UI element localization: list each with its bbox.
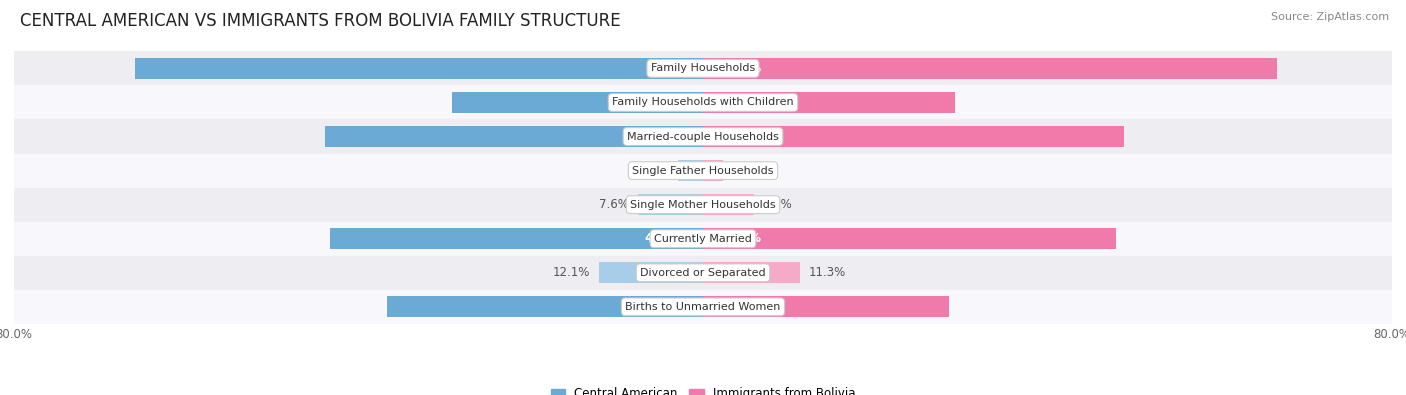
Bar [703,92,955,113]
Text: 2.3%: 2.3% [731,164,761,177]
Bar [14,290,1392,324]
Bar [14,154,1392,188]
Bar [599,262,703,283]
Text: Births to Unmarried Women: Births to Unmarried Women [626,302,780,312]
Text: 29.3%: 29.3% [720,96,761,109]
Text: 43.9%: 43.9% [645,130,686,143]
Bar [703,194,754,215]
Bar [703,296,949,318]
Text: 66.6%: 66.6% [720,62,761,75]
Bar [330,228,703,249]
Text: Family Households with Children: Family Households with Children [612,98,794,107]
Text: 36.7%: 36.7% [645,300,686,313]
Text: Married-couple Households: Married-couple Households [627,132,779,141]
Text: Divorced or Separated: Divorced or Separated [640,268,766,278]
Bar [14,85,1392,119]
Bar [135,58,703,79]
Bar [14,119,1392,154]
Text: Single Mother Households: Single Mother Households [630,199,776,210]
Bar [703,262,800,283]
Bar [703,126,1125,147]
Bar [453,92,703,113]
Bar [703,160,723,181]
Text: 66.0%: 66.0% [645,62,686,75]
Text: 11.3%: 11.3% [808,266,846,279]
Bar [14,51,1392,85]
Text: 2.9%: 2.9% [640,164,669,177]
Bar [703,58,1277,79]
Text: 7.6%: 7.6% [599,198,628,211]
Text: Single Father Households: Single Father Households [633,166,773,176]
Text: Family Households: Family Households [651,63,755,73]
Text: 5.9%: 5.9% [762,198,792,211]
Legend: Central American, Immigrants from Bolivia: Central American, Immigrants from Bolivi… [546,383,860,395]
Text: Source: ZipAtlas.com: Source: ZipAtlas.com [1271,12,1389,22]
Bar [387,296,703,318]
Bar [678,160,703,181]
Text: Currently Married: Currently Married [654,234,752,244]
Text: 43.3%: 43.3% [645,232,686,245]
Bar [14,188,1392,222]
Text: 47.9%: 47.9% [720,232,761,245]
Bar [637,194,703,215]
Text: 29.1%: 29.1% [645,96,686,109]
Bar [14,256,1392,290]
Bar [14,222,1392,256]
Text: 12.1%: 12.1% [553,266,591,279]
Text: 28.6%: 28.6% [720,300,761,313]
Text: 48.9%: 48.9% [720,130,761,143]
Text: CENTRAL AMERICAN VS IMMIGRANTS FROM BOLIVIA FAMILY STRUCTURE: CENTRAL AMERICAN VS IMMIGRANTS FROM BOLI… [20,12,620,30]
Bar [325,126,703,147]
Bar [703,228,1115,249]
